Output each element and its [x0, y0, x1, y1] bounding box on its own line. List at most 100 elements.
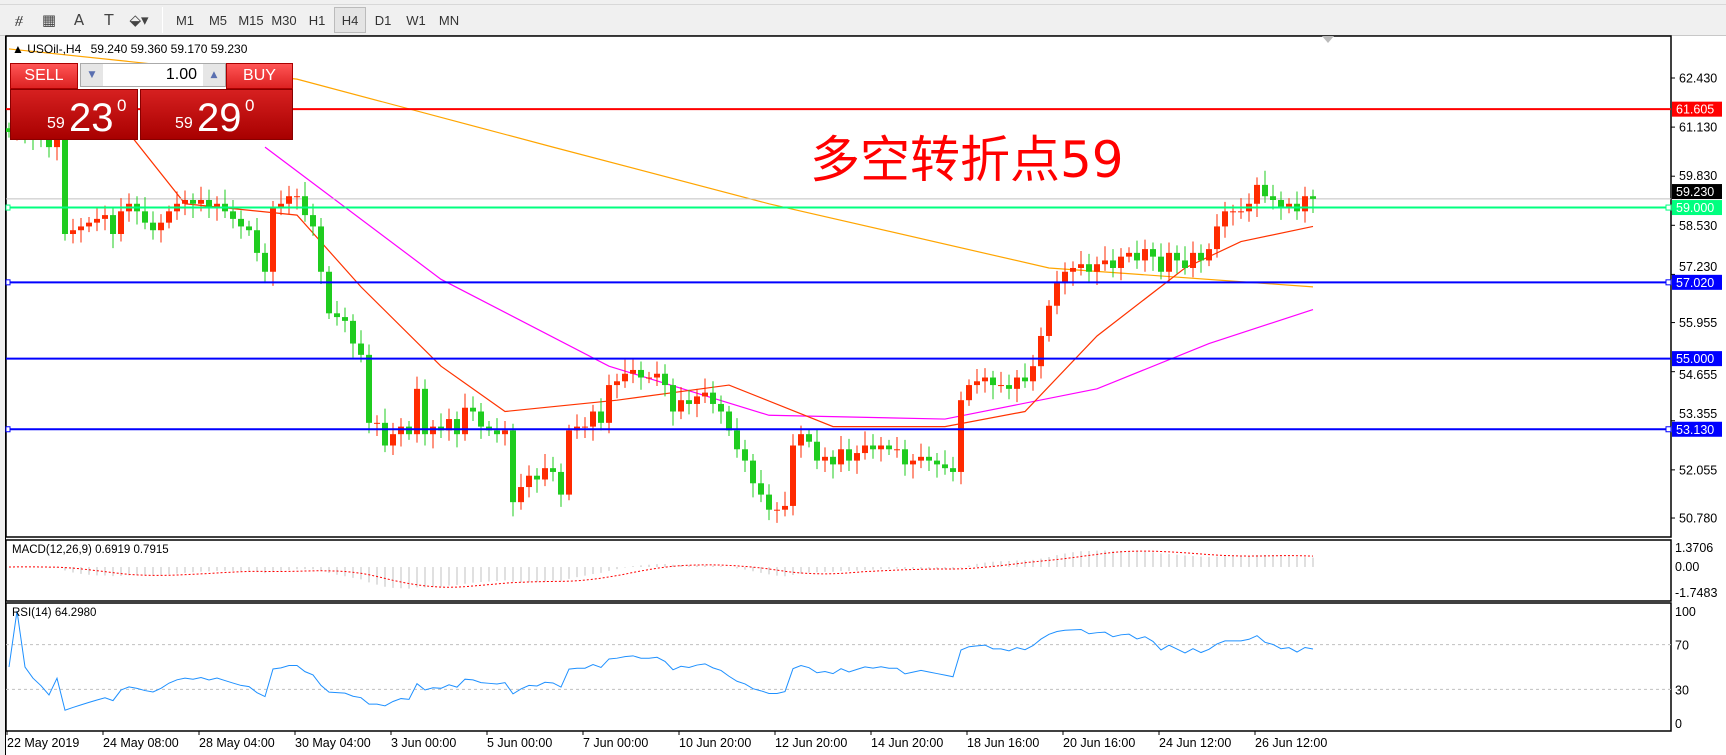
candle-body: [1078, 264, 1084, 268]
candle-body: [1166, 252, 1172, 272]
candle: [1166, 242, 1172, 283]
candle-body: [502, 430, 508, 435]
lot-size-input[interactable]: 1.00: [165, 66, 197, 83]
candle: [694, 388, 700, 418]
candle: [710, 381, 716, 414]
candle: [382, 408, 388, 453]
candle-body: [590, 411, 596, 427]
candle: [1182, 246, 1188, 275]
candle: [142, 197, 148, 230]
candle-body: [214, 203, 220, 208]
timeframe-mn[interactable]: MN: [438, 12, 460, 28]
candle: [1110, 249, 1116, 278]
candle: [582, 417, 588, 438]
candle: [1150, 242, 1156, 271]
candle-body: [1022, 377, 1028, 382]
candle: [6, 122, 12, 138]
candle-body: [998, 385, 1004, 387]
macd-signal-line: [8, 550, 1314, 588]
macd-y-label: 0.00: [1675, 560, 1699, 574]
y-tick-label: 54.655: [1679, 368, 1717, 382]
candle-body: [1254, 184, 1260, 204]
candle-body: [646, 377, 652, 379]
one-click-trading-panel: SELL ▼ 1.00 ▲ BUY 59 23 0 59 29 0: [10, 63, 293, 140]
decrease-lot-icon[interactable]: ▼: [81, 64, 103, 86]
candle: [342, 307, 348, 333]
timeframe-m5[interactable]: M5: [208, 12, 228, 28]
candle-body: [238, 218, 244, 227]
candle: [398, 418, 404, 447]
candle-body: [694, 396, 700, 404]
candle: [998, 371, 1004, 393]
candle: [1214, 214, 1220, 258]
sell-price[interactable]: 59 23 0: [10, 89, 138, 140]
candle-body: [1102, 260, 1108, 265]
candle: [1046, 300, 1052, 342]
x-tick-label: 12 Jun 20:00: [775, 736, 847, 750]
candle-body: [382, 422, 388, 446]
x-tick-label: 18 Jun 16:00: [967, 736, 1039, 750]
buy-button[interactable]: BUY: [226, 63, 293, 89]
x-tick-label: 28 May 04:00: [199, 736, 275, 750]
candle: [430, 420, 436, 449]
buy-price[interactable]: 59 29 0: [140, 89, 293, 140]
increase-lot-icon[interactable]: ▲: [203, 64, 225, 86]
candle-body: [1206, 249, 1212, 261]
text-label-icon[interactable]: T: [104, 11, 114, 29]
candle-body: [78, 226, 84, 231]
timeframe-m1[interactable]: M1: [175, 12, 195, 28]
candle-body: [782, 505, 788, 510]
candle-body: [1118, 256, 1124, 268]
candle: [206, 189, 212, 218]
arrows-icon[interactable]: ⬙▾: [129, 11, 149, 29]
lot-size-stepper[interactable]: ▼ 1.00 ▲: [80, 63, 226, 87]
candle: [910, 454, 916, 479]
candle: [246, 220, 252, 236]
text-icon[interactable]: A: [73, 11, 85, 29]
timeframe-h4[interactable]: H4: [334, 7, 366, 33]
x-tick-label: 24 Jun 12:00: [1159, 736, 1231, 750]
candle: [774, 502, 780, 523]
candle: [886, 439, 892, 455]
chart-panel-macd: [5, 539, 1672, 602]
level-price-tag: [1672, 101, 1722, 117]
timeframe-h1[interactable]: H1: [308, 12, 326, 28]
candle-body: [366, 354, 372, 423]
candle: [158, 214, 164, 243]
candle: [614, 373, 620, 399]
fibonacci-expansion-icon[interactable]: ⧣: [14, 11, 24, 29]
candle: [1286, 198, 1292, 214]
timeframe-d1[interactable]: D1: [374, 12, 392, 28]
candle: [294, 188, 300, 210]
current-price-label: 59.230: [1676, 185, 1714, 199]
candle: [550, 456, 556, 482]
candle: [518, 473, 524, 510]
candle: [726, 405, 732, 437]
candle-body: [270, 207, 276, 272]
candle-body: [822, 456, 828, 461]
candle: [870, 434, 876, 459]
candle: [822, 447, 828, 472]
x-tick-label: 3 Jun 00:00: [391, 736, 456, 750]
fibonacci-fan-icon[interactable]: ▦: [41, 11, 57, 29]
collapse-arrow-icon[interactable]: ▲: [12, 42, 24, 56]
candle-body: [1062, 271, 1068, 284]
candle: [334, 301, 340, 326]
candle-body: [1174, 252, 1180, 261]
candle: [670, 378, 676, 426]
candle: [758, 470, 764, 503]
sell-button[interactable]: SELL: [10, 63, 78, 89]
candle-body: [454, 419, 460, 435]
timeframe-m15[interactable]: M15: [238, 12, 264, 28]
x-tick-label: 24 May 08:00: [103, 736, 179, 750]
chart-annotation-text[interactable]: 多空转折点59: [810, 131, 1124, 189]
level-price-tag: [1672, 351, 1722, 367]
timeframe-w1[interactable]: W1: [406, 12, 426, 28]
candle: [974, 369, 980, 394]
candle: [654, 361, 660, 387]
candle-body: [902, 449, 908, 465]
timeframe-m30[interactable]: M30: [271, 12, 297, 28]
candle-body: [318, 226, 324, 272]
candle-body: [118, 211, 124, 234]
